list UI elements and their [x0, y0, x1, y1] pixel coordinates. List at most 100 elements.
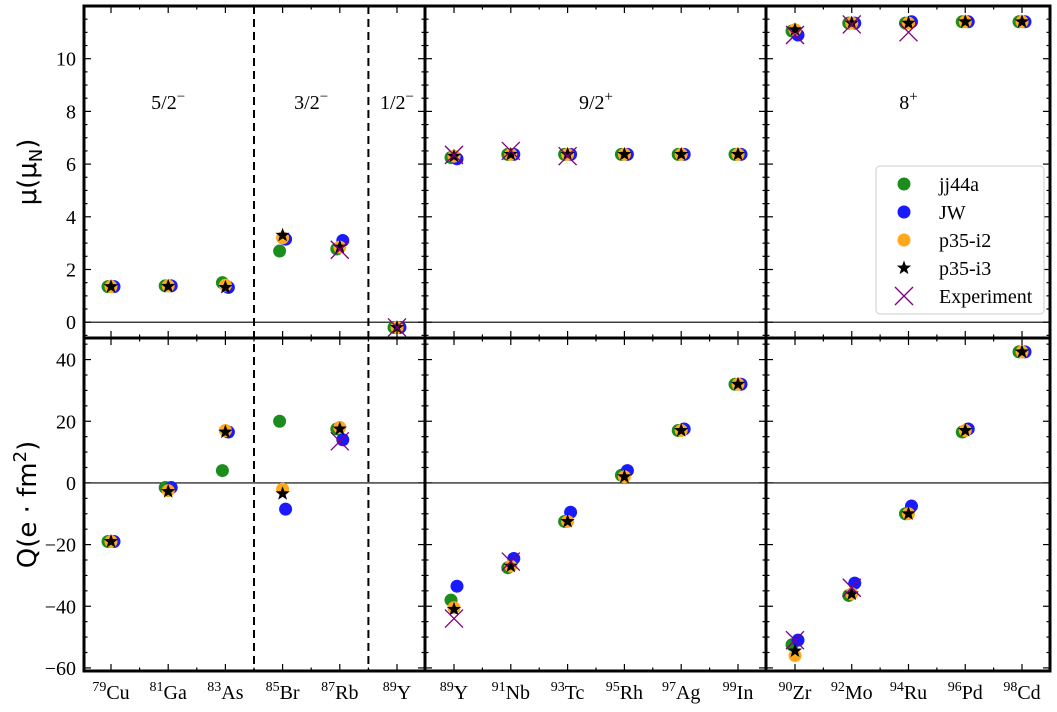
point-mu-p35-i3-85br: [275, 227, 290, 242]
point-mu-p35-i3-92mo: [844, 15, 859, 30]
point-mu-p35-i3-79cu: [103, 279, 119, 293]
point-Q-p35-i3-99in: [730, 376, 746, 391]
legend-marker-jw: [897, 205, 911, 219]
x-tick-label-79cu: 79Cu: [92, 680, 129, 704]
x-tick-label-96pd: 96Pd: [948, 680, 983, 704]
panel-frame: [423, 4, 768, 340]
point-Q-p35-i2-90zr: [788, 649, 802, 663]
point-Q-p35-i3-87rb: [332, 421, 347, 436]
point-Q-p35-i3-97ag: [674, 423, 689, 437]
point-Q-p35-i3-85br: [275, 486, 290, 500]
point-Q-p35-i3-83as: [218, 424, 233, 439]
point-Q-p35-i3-79cu: [103, 534, 119, 548]
legend-marker-experiment: [894, 286, 914, 306]
chart-frames-layer: [82, 4, 1052, 673]
point-Q-p35-i3-81ga: [161, 484, 176, 498]
legend-label-p35-i2: p35-i2: [939, 230, 991, 252]
y-tick-label: 0: [66, 473, 76, 495]
point-mu-p35-i3-97ag: [674, 146, 689, 161]
point-mu-p35-i3-81ga: [161, 278, 176, 293]
y-tick-label: −40: [45, 596, 76, 618]
spin-label: 1/2−: [380, 89, 414, 114]
legend-label-p35-i3: p35-i3: [939, 258, 991, 280]
point-Q-jw-92mo: [848, 576, 862, 590]
point-Q-p35-i3-91nb: [503, 558, 518, 573]
legend-label-jj44a: jj44a: [938, 174, 979, 196]
point-mu-experiment-93tc: [558, 146, 578, 166]
point-Q-p35-i3-93tc: [560, 513, 575, 528]
point-Q-p35-i3-89y: [446, 601, 462, 616]
point-Q-p35-i3-94ru: [901, 506, 916, 520]
y-tick-label: 0: [66, 312, 76, 334]
x-tick-label-89y: 89Y: [440, 680, 468, 704]
point-Q-jw-89y: [450, 579, 464, 593]
x-tick-label-91nb: 91Nb: [492, 680, 530, 704]
point-Q-jw-90zr: [791, 633, 805, 647]
point-Q-jj44a-85br: [273, 414, 287, 428]
x-tick-label-85br: 85Br: [266, 680, 300, 704]
point-mu-p35-i3-94ru: [901, 15, 916, 30]
point-mu-p35-i3-99in: [730, 146, 746, 161]
point-mu-jj44a-85br: [273, 244, 287, 258]
point-Q-experiment-87rb: [330, 431, 350, 451]
y-axis-label-q: Q(e · fm2): [10, 441, 43, 569]
panel-frame: [764, 336, 1052, 673]
point-Q-p35-i3-90zr: [787, 643, 803, 658]
point-Q-jw-85br: [279, 502, 293, 516]
x-tick-label-95rh: 95Rh: [606, 680, 643, 704]
legend-label-experiment: Experiment: [939, 286, 1033, 308]
point-mu-p35-i3-90zr: [787, 22, 803, 36]
y-tick-label: 8: [66, 101, 76, 123]
legend: jj44a JW p35-i2 p35-i3 Experiment: [875, 165, 1045, 315]
legend-label-jw: JW: [939, 202, 966, 224]
point-mu-experiment-89y: [444, 145, 464, 165]
y-tick-label: 2: [66, 259, 76, 281]
point-mu-p35-i3-95rh: [617, 146, 632, 161]
point-Q-experiment-89y: [444, 609, 464, 629]
point-mu-experiment-89y: [387, 318, 407, 337]
point-mu-experiment-90zr: [785, 25, 805, 45]
x-tick-label-97ag: 97Ag: [662, 680, 700, 704]
chart-marks-layer: [101, 14, 1032, 663]
y-tick-label: 40: [56, 350, 76, 372]
legend-box: [875, 165, 1045, 315]
point-Q-p35-i3-96pd: [958, 423, 973, 437]
x-tick-label-83as: 83As: [207, 680, 243, 704]
point-mu-p35-i3-91nb: [503, 146, 518, 161]
legend-marker-p35-i3: [896, 260, 912, 275]
x-tick-label-90zr: 90Zr: [779, 680, 812, 704]
point-mu-p35-i3-83as: [218, 279, 233, 294]
y-axis-label-mu: μ(μN): [13, 139, 47, 206]
y-tick-label: 10: [56, 49, 76, 71]
point-Q-p35-i3-92mo: [844, 586, 859, 600]
point-mu-p35-i3-98cd: [1014, 14, 1030, 28]
point-mu-p35-i3-96pd: [958, 14, 973, 28]
x-tick-label-94ru: 94Ru: [890, 680, 927, 704]
spin-label: 8+: [899, 89, 917, 114]
x-tick-label-99in: 99In: [723, 680, 754, 704]
x-tick-label-98cd: 98Cd: [1003, 680, 1040, 704]
y-tick-label: 6: [66, 154, 76, 176]
panel-frame: [423, 336, 768, 673]
chart-text-layer: 0 2 4 6 8 10 −60 −40 −20 0 20 40 μ(μN) Q(e · fm2) 79Cu…: [10, 49, 1041, 704]
y-tick-label: 20: [56, 411, 76, 433]
point-mu-experiment-87rb: [330, 240, 350, 260]
point-Q-jj44a-83as: [215, 464, 229, 478]
x-tick-label-92mo: 92Mo: [831, 680, 873, 704]
point-mu-experiment-94ru: [899, 22, 918, 42]
spin-label: 9/2+: [579, 89, 613, 114]
point-Q-experiment-92mo: [842, 578, 862, 598]
legend-marker-jj44a: [897, 177, 911, 191]
point-Q-p35-i3-95rh: [617, 469, 632, 483]
spin-label: 5/2−: [151, 89, 185, 114]
x-tick-label-93tc: 93Tc: [551, 680, 585, 704]
point-Q-jw-87rb: [336, 433, 350, 447]
point-Q-p35-i3-98cd: [1014, 344, 1030, 358]
spin-label: 3/2−: [294, 89, 328, 114]
point-Q-experiment-91nb: [501, 552, 521, 572]
x-tick-label-81ga: 81Ga: [150, 680, 187, 704]
x-tick-label-87rb: 87Rb: [321, 680, 358, 704]
y-tick-label: −60: [45, 658, 76, 680]
point-mu-p35-i3-87rb: [332, 239, 347, 254]
